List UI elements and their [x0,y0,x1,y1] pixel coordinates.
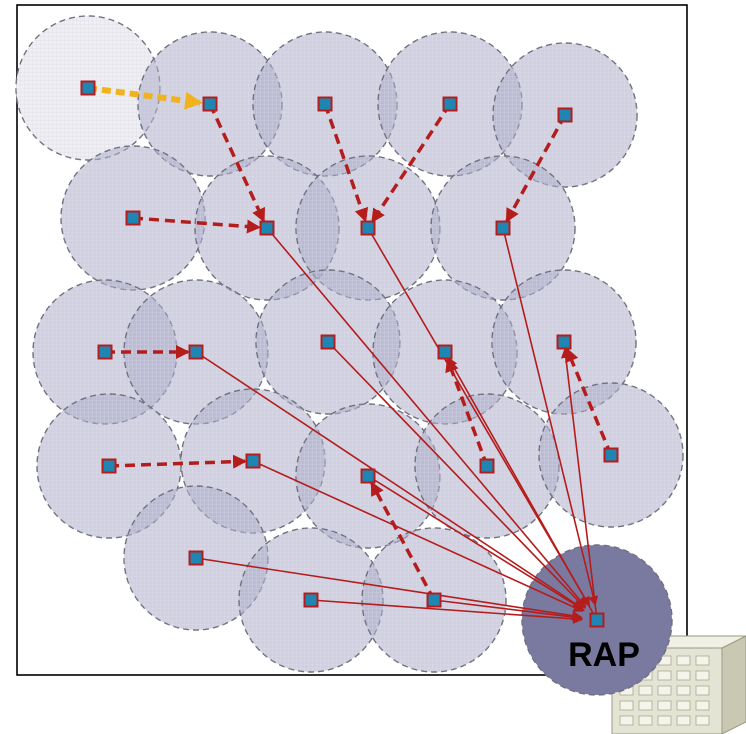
building-window [657,700,672,711]
square-node-icon [97,344,113,360]
square-node-icon [479,458,495,474]
square-node-icon [442,96,458,112]
pending-link [87,85,204,110]
square-node-icon [80,80,96,96]
direct-link [266,227,587,608]
building-window [695,700,710,711]
building-window [657,715,672,726]
relay-link [445,357,489,467]
direct-link [367,475,585,611]
direct-link [433,599,584,623]
building-window [676,670,691,681]
square-node-icon [320,334,336,350]
square-node-icon [303,592,319,608]
square-node-icon [188,550,204,566]
relay-link [108,454,248,469]
building-window [676,700,691,711]
direct-link [327,341,586,609]
building-window [676,655,691,666]
square-node-icon [557,107,573,123]
relay-link [132,216,262,234]
relay-link [370,481,436,601]
square-node-icon [603,447,619,463]
square-node-icon [125,210,141,226]
direct-link [252,460,584,612]
square-node-icon [245,453,261,469]
square-node-icon [426,592,442,608]
relay-link [323,103,369,223]
building-window [676,715,691,726]
direct-link [447,357,598,621]
relay-link [208,103,266,223]
relay-link [370,103,452,223]
square-node-icon [360,220,376,236]
building-window [676,685,691,696]
direct-link [560,347,598,621]
mesh-nodes [80,80,619,628]
rap-node-icon [589,612,605,628]
relay-link [505,114,567,223]
square-node-icon [202,96,218,112]
building-window [638,715,653,726]
direct-link [195,557,583,621]
direct-link [502,227,599,607]
rap-label: RAP [568,636,640,674]
building-window [695,685,710,696]
building-window [695,715,710,726]
square-node-icon [317,96,333,112]
square-node-icon [437,344,453,360]
square-node-icon [259,220,275,236]
building-window [619,700,634,711]
direct-link [195,351,583,609]
square-node-icon [360,468,376,484]
square-node-icon [101,458,117,474]
building-window [619,715,634,726]
square-node-icon [556,334,572,350]
building-window [695,670,710,681]
building-window [638,700,653,711]
square-node-icon [495,220,511,236]
building-window [657,685,672,696]
direct-link [310,599,584,624]
building-window [695,655,710,666]
relay-link [565,347,613,456]
building-window [657,670,672,681]
square-node-icon [188,344,204,360]
links [87,85,613,624]
building-window [638,685,653,696]
